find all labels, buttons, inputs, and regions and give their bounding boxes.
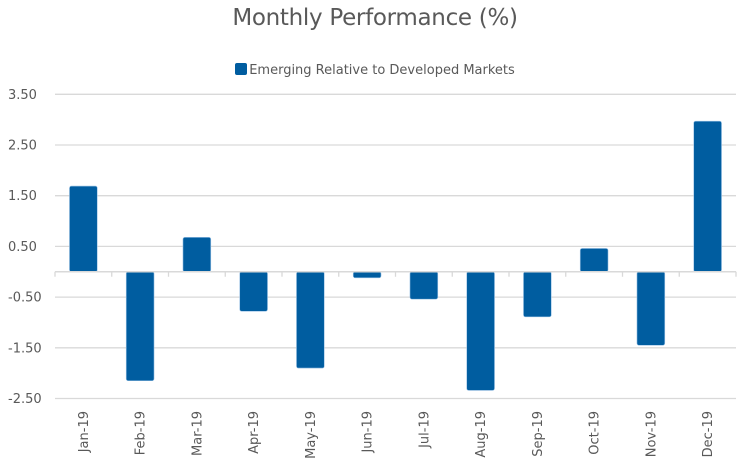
x-tick-label: Sep-19 — [531, 411, 546, 457]
y-tick-label: -0.50 — [8, 291, 42, 306]
bar-oct-19 — [579, 248, 609, 273]
x-tick-label: Apr-19 — [247, 411, 262, 454]
chart-title: Monthly Performance (%) — [232, 5, 518, 31]
legend-swatch — [235, 63, 248, 75]
x-tick-label: Aug-19 — [474, 411, 489, 458]
legend: Emerging Relative to Developed Markets — [0, 63, 750, 78]
legend-label: Emerging Relative to Developed Markets — [249, 63, 515, 78]
y-tick-label: -1.50 — [8, 341, 42, 356]
bars — [69, 120, 722, 391]
x-tick-label: May-19 — [304, 411, 319, 459]
bar-mar-19 — [182, 236, 212, 273]
y-tick-label: 2.50 — [8, 139, 37, 154]
y-axis-ticks: 3.50 2.50 1.50 0.50 -0.50 -1.50 -2.50 — [8, 88, 42, 407]
bar-apr-19 — [239, 271, 268, 312]
x-tick-label: Jul-19 — [417, 411, 432, 449]
bar-aug-19 — [466, 271, 495, 391]
x-tick-label: Oct-19 — [588, 411, 603, 455]
x-axis — [54, 271, 737, 277]
bar-may-19 — [296, 271, 325, 369]
x-tick-label: Dec-19 — [701, 411, 716, 457]
x-tick-label: Jun-19 — [361, 411, 376, 454]
bar-nov-19 — [636, 271, 666, 346]
y-tick-label: 0.50 — [8, 240, 37, 255]
y-tick-label: -2.50 — [8, 392, 42, 407]
bar-jul-19 — [409, 271, 439, 300]
bar-sep-19 — [523, 271, 552, 318]
gridlines — [55, 93, 736, 400]
x-axis-ticks: Jan-19 Feb-19 Mar-19 Apr-19 May-19 Jun-19 Jul-… — [77, 411, 716, 459]
x-tick-label: Mar-19 — [190, 411, 205, 456]
x-tick-label: Nov-19 — [644, 411, 659, 457]
y-tick-label: 3.50 — [8, 88, 37, 103]
bar-jan-19 — [69, 185, 98, 273]
y-tick-label: 1.50 — [8, 189, 37, 204]
bar-jun-19 — [352, 271, 382, 279]
x-tick-label: Jan-19 — [77, 411, 92, 453]
x-tick-label: Feb-19 — [134, 411, 149, 455]
bar-feb-19 — [125, 271, 155, 382]
bar-dec-19 — [693, 120, 722, 273]
